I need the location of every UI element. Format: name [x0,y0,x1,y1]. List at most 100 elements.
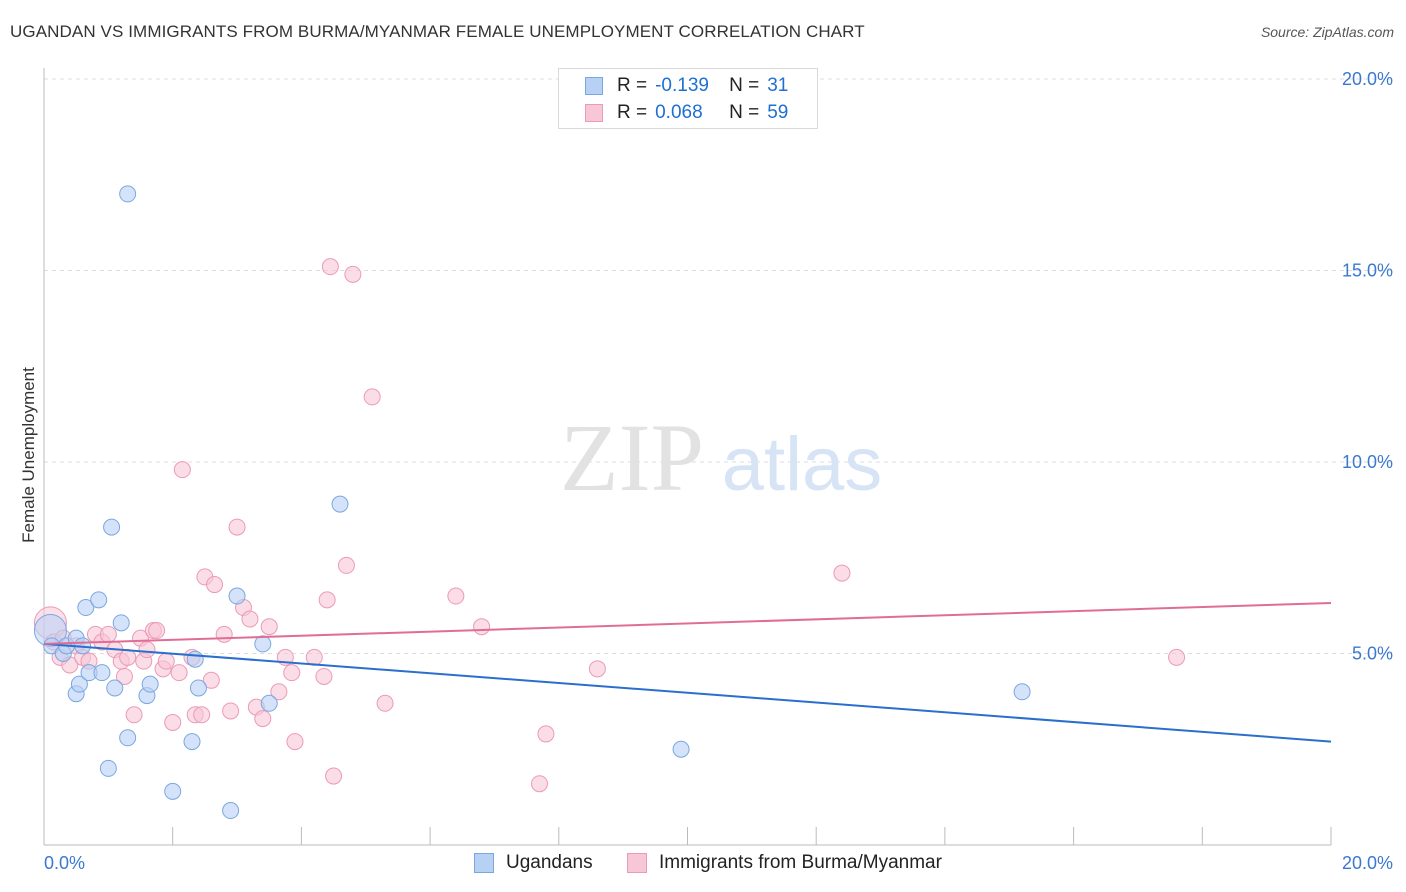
ugandans-point [254,635,272,653]
gridlines [44,78,1392,654]
ugandans-point [222,802,240,820]
legend-row-ugandans: R = -0.139 N = 31 [585,74,788,98]
burma-point [99,625,117,643]
axes [43,68,1332,846]
y-tick-label: 10.0% [1342,452,1393,472]
source-label: Source: ZipAtlas.com [1260,24,1394,40]
ugandans-point [186,650,204,668]
ugandans-point [189,679,207,697]
x-tick-label: 20.0% [1342,853,1393,873]
burma-point [1168,648,1186,666]
burma-point [283,664,301,682]
series-legend: Ugandans Immigrants from Burma/Myanmar [0,852,1406,878]
burma-point [115,667,133,685]
burma-point [119,648,137,666]
ugandans-point [70,675,88,693]
burma-point [125,706,143,724]
burma-point [164,713,182,731]
r-value-ugandans: -0.139 [655,75,709,96]
burma-trend-line [43,601,1332,645]
chart-title: UGANDAN VS IMMIGRANTS FROM BURMA/MYANMAR… [10,22,865,41]
r-value-burma: 0.068 [655,102,703,123]
burma-point [473,618,491,636]
ugandans-point [103,518,121,536]
ugandans-point [1013,683,1031,701]
legend-label-burma: Immigrants from Burma/Myanmar [659,852,942,873]
burma-point [588,660,606,678]
ugandans-point [99,759,117,777]
legend-item-ugandans[interactable]: Ugandans [474,852,593,874]
burma-point [376,694,394,712]
y-tick-label: 20.0% [1342,69,1393,89]
stats-legend: R = -0.139 N = 31 R = 0.068 N = 59 [558,68,818,129]
ugandans-point [106,679,124,697]
burma-point [260,618,278,636]
r-label: R = [617,102,648,123]
burma-point [173,461,191,479]
ugandans-point [672,740,690,758]
legend-label-ugandans: Ugandans [506,852,593,873]
burma-point [228,518,246,536]
y-tick-label: 15.0% [1342,261,1393,281]
y-axis-title: Female Unemployment [19,367,38,543]
r-label: R = [617,75,648,96]
burma-point [321,258,339,276]
axis-labels: Female Unemployment 5.0% 10.0% 15.0% 20.0% 0… [19,69,1393,873]
burma-point [270,683,288,701]
trend-lines [43,601,1332,743]
data-points [33,185,1186,820]
y-tick-label: 5.0% [1352,644,1393,664]
ugandans-point [119,729,137,747]
burma-point [318,591,336,609]
x-tick-label: 0.0% [44,853,85,873]
ugandans-swatch [585,77,603,95]
n-value-burma: 59 [767,102,789,123]
burma-swatch [585,104,603,122]
ugandans-point [112,614,130,632]
n-label: N = [729,75,760,96]
burma-point [363,388,381,406]
burma-point [241,610,259,628]
burma-point [202,671,220,689]
burma-point [337,556,355,574]
ugandans-point [260,694,278,712]
burma-point [215,625,233,643]
ugandans-point [183,733,201,751]
burma-point [138,641,156,659]
legend-item-burma[interactable]: Immigrants from Burma/Myanmar [627,852,942,874]
burma-point [286,733,304,751]
burma-point [170,664,188,682]
burma-point [315,667,333,685]
burma-legend-swatch [627,853,647,873]
ugandans-point [93,664,111,682]
burma-point [325,767,343,785]
watermark-atlas: atlas [722,422,883,507]
watermark-zip: ZIP [560,404,704,511]
burma-point [305,648,323,666]
legend-row-burma: R = 0.068 N = 59 [585,101,788,125]
burma-point [254,710,272,728]
ugandans-point [119,185,137,203]
ugandans-point [164,782,182,800]
burma-point [148,622,166,640]
burma-point [833,564,851,582]
ugandans-point [141,675,159,693]
ugandans-point [228,587,246,605]
burma-point [206,576,224,594]
burma-point [530,775,548,793]
ugandans-legend-swatch [474,853,494,873]
ugandans-point [90,591,108,609]
ugandans-point [77,599,95,617]
burma-point [193,706,211,724]
burma-point [537,725,555,743]
ugandans-trend-line [43,642,1332,743]
ugandans-point [331,495,349,513]
burma-point [222,702,240,720]
watermark: ZIP atlas [560,404,882,511]
burma-point [447,587,465,605]
n-label: N = [729,102,760,123]
burma-point [344,265,362,283]
burma-point [157,652,175,670]
n-value-ugandans: 31 [767,75,789,96]
